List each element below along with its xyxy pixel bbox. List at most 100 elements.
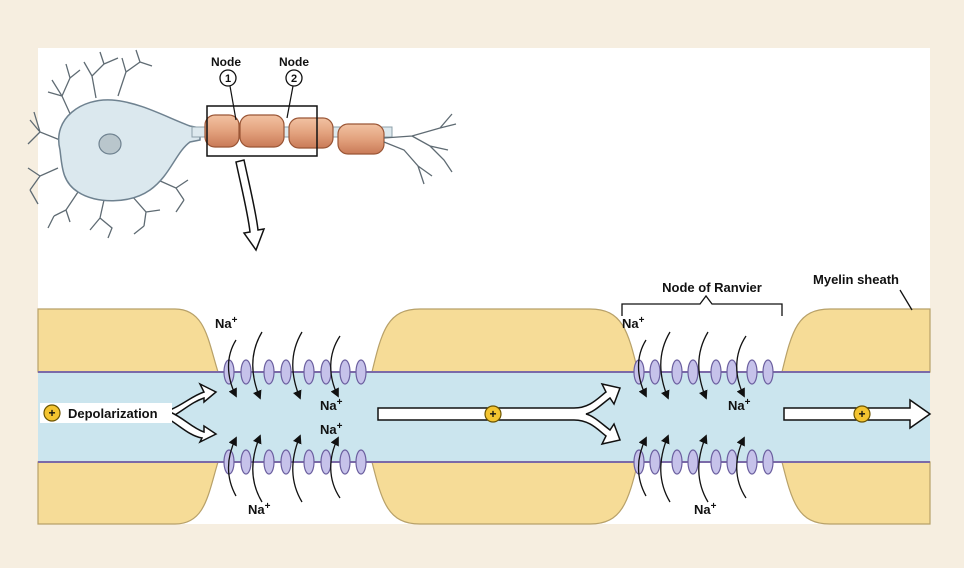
sodium-channel [726,449,738,475]
na-influx-arrow [637,436,647,497]
na-label: Na+ [694,501,717,517]
axon-segment [204,114,240,148]
sodium-channel [762,359,774,385]
plus-marker-right: + [853,405,871,423]
sodium-channel [355,359,367,385]
node-2-marker: Node 2 [279,55,309,119]
na-influx-arrows-node-1 [227,331,341,503]
myelin-sheath-left-bottom [37,461,219,525]
nucleus [98,133,122,155]
plus-marker-left [43,404,61,422]
node-2-circle [285,69,303,87]
na-influx-arrow [660,434,671,503]
axon-segment [239,114,285,148]
na-label: Na+ [215,315,238,331]
axon-terminals [383,113,457,185]
sodium-channels-node-2 [633,359,774,475]
plus-marker-middle: + [484,405,502,423]
soma [57,99,201,202]
axon-segment [337,123,385,155]
na-influx-arrow [330,436,341,499]
axon-cross-section: + Depolarization + + Na+ Na+ Na+ Na+ Na+… [37,272,932,525]
sodium-channel [339,449,351,475]
na-influx-arrows-node-2 [637,331,747,503]
sodium-channel [687,359,699,385]
dendrites [27,49,189,239]
sodium-channel [339,359,351,385]
na-influx-arrow [292,331,303,400]
na-influx-arrow [227,436,237,497]
node-1-number: 1 [225,73,231,85]
sodium-channel [710,449,722,475]
sodium-channels-node-1 [223,359,367,475]
axon-segment [288,117,334,149]
sodium-channel [280,449,292,475]
sodium-channel [649,359,661,385]
plus-marker-right-sign: + [858,407,865,421]
myelin-sheath-callout: Myelin sheath [813,272,913,311]
sodium-channel [240,359,252,385]
na-influx-arrow [227,339,237,398]
node-of-ranvier-label: Node of Ranvier [662,280,762,295]
depolarization-label-group: + Depolarization [40,403,172,423]
myelin-sheath-middle-top [371,308,639,373]
node-1-circle [219,69,237,87]
sodium-channel [280,359,292,385]
sodium-channel [303,359,315,385]
sodium-channel [762,449,774,475]
sodium-channel [320,359,332,385]
node-1-word: Node [211,55,241,69]
na-influx-arrow [252,434,263,503]
depolarization-arrow-down [169,410,218,444]
myelin-sheath-right-top [781,308,931,373]
na-label: Na+ [320,397,343,413]
na-influx-arrow [292,434,303,503]
sodium-channel [263,359,275,385]
sodium-channel [240,449,252,475]
sodium-channel [355,449,367,475]
sodium-channel [303,449,315,475]
depolarization-arrows-left [169,382,218,444]
sodium-channel [263,449,275,475]
depolarization-arrow-up [169,382,218,420]
myelin-sheath-left-top [37,308,219,373]
na-influx-arrow [637,339,647,398]
na-label: Na+ [622,315,645,331]
depolarization-label-box [40,403,172,423]
sodium-channel [687,449,699,475]
node-of-ranvier-bracket: Node of Ranvier [621,280,783,316]
na-label: Na+ [320,421,343,437]
node-2-number: 2 [291,73,297,85]
plus-marker-left-sign: + [48,406,55,420]
na-influx-arrow [252,331,263,400]
na-influx-arrow [698,434,709,503]
zoom-arrow [235,159,266,252]
sodium-channel [746,449,758,475]
myelin-sheaths [37,308,931,525]
sodium-channel [671,449,683,475]
na-influx-arrow [698,331,709,400]
node-1-marker: Node 1 [211,55,241,121]
na-label: Na+ [248,501,271,517]
sodium-channel [726,359,738,385]
sodium-channel [649,449,661,475]
sodium-channel [320,449,332,475]
myelin-sheath-label: Myelin sheath [813,272,899,287]
zoom-box [206,105,318,157]
na-influx-arrow [330,335,341,398]
na-labels: Na+ Na+ Na+ Na+ Na+ Na+ Na+ [215,315,751,517]
na-influx-arrow [736,436,747,499]
na-influx-arrow [736,335,747,398]
axon-segments [204,114,385,155]
sodium-channel [746,359,758,385]
sodium-channel [710,359,722,385]
na-label: Na+ [728,397,751,413]
sodium-channel [671,359,683,385]
neuron-illustration: Node 1 Node 2 [27,49,457,252]
myelin-sheath-right-bottom [781,461,931,525]
node-2-word: Node [279,55,309,69]
myelin-sheath-middle-bottom [371,461,639,525]
depolarization-label: Depolarization [68,406,158,421]
